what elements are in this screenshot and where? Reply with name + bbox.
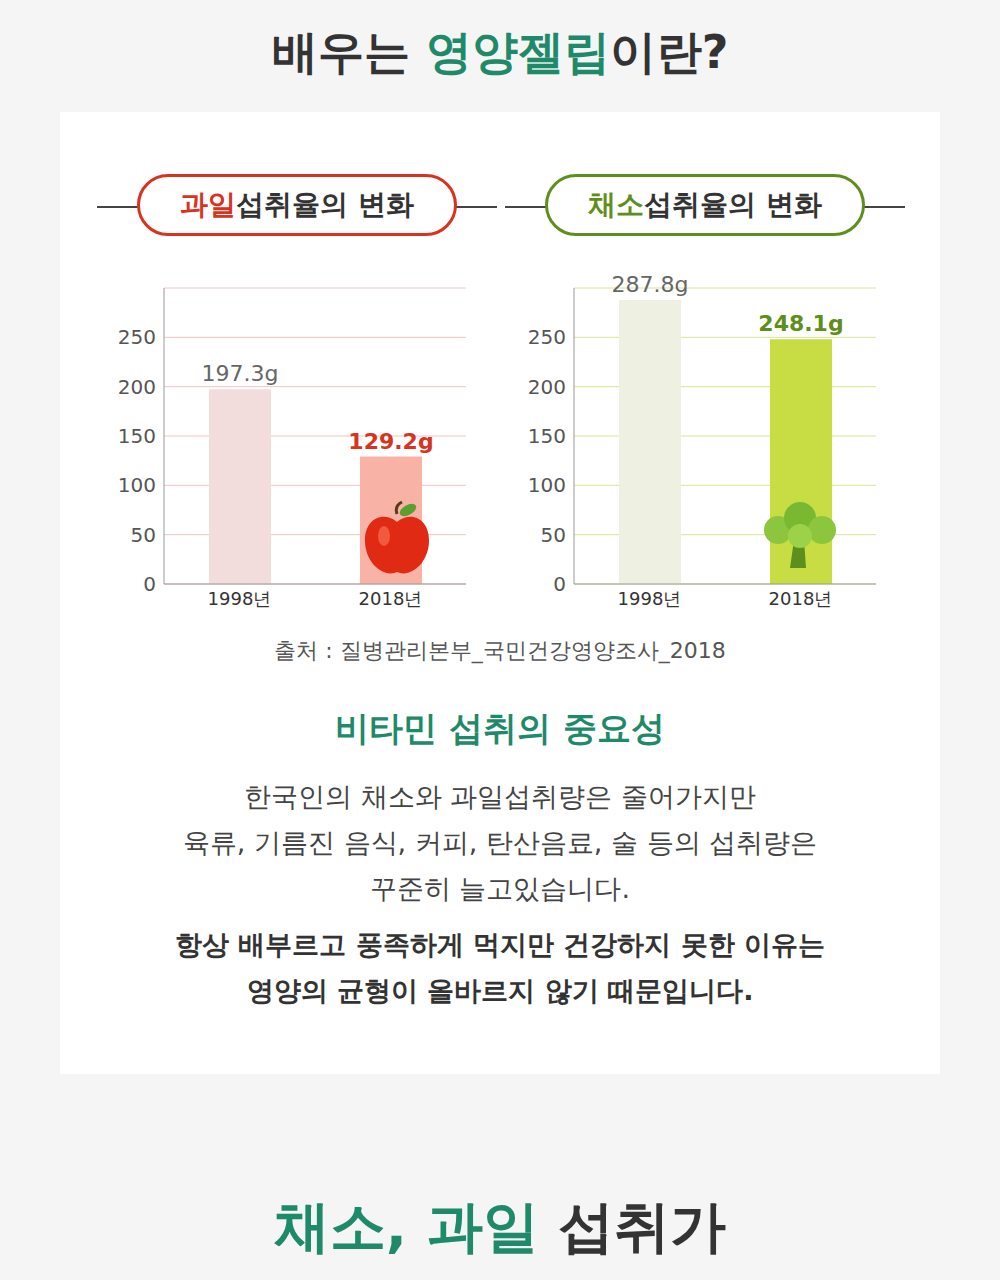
svg-text:200: 200 bbox=[528, 375, 566, 399]
html-text:한국인의 채소와 과일섭취량은 줄어가지만: 한국인의 채소와 과일섭취량은 줄어가지만 bbox=[244, 781, 756, 812]
svg-text:150: 150 bbox=[528, 424, 566, 448]
html-text:영양의 균형이 올바르지 않기 때문입니다.: 영양의 균형이 올바르지 않기 때문입니다. bbox=[246, 975, 754, 1006]
html-text:배우는영양젤립이란?: 배우는영양젤립이란? bbox=[271, 25, 729, 79]
html-text:채소, 과일섭취가: 채소, 과일섭취가 bbox=[273, 1194, 727, 1259]
svg-text:250: 250 bbox=[528, 325, 566, 349]
svg-text:100: 100 bbox=[528, 473, 566, 497]
svg-text:200: 200 bbox=[118, 375, 156, 399]
svg-text:287.8g: 287.8g bbox=[612, 272, 689, 297]
html-text:출처 : 질병관리본부_국민건강영양조사_2018: 출처 : 질병관리본부_국민건강영양조사_2018 bbox=[274, 638, 726, 663]
html-text:꾸준히 늘고있습니다.: 꾸준히 늘고있습니다. bbox=[369, 873, 631, 904]
html-text:비타민 섭취의 중요성: 비타민 섭취의 중요성 bbox=[335, 708, 665, 748]
svg-text:100: 100 bbox=[118, 473, 156, 497]
svg-text:248.1g: 248.1g bbox=[758, 311, 843, 336]
svg-text:2018년: 2018년 bbox=[359, 588, 423, 609]
svg-text:50: 50 bbox=[131, 523, 156, 547]
svg-text:50: 50 bbox=[541, 523, 566, 547]
svg-text:150: 150 bbox=[118, 424, 156, 448]
html-text:항상 배부르고 풍족하게 먹지만 건강하지 못한 이유는: 항상 배부르고 풍족하게 먹지만 건강하지 못한 이유는 bbox=[174, 929, 826, 960]
svg-text:2018년: 2018년 bbox=[769, 588, 833, 609]
svg-text:197.3g: 197.3g bbox=[202, 361, 279, 386]
svg-text:0: 0 bbox=[553, 572, 566, 596]
svg-text:1998년: 1998년 bbox=[618, 588, 682, 609]
html-text:육류, 기름진 음식, 커피, 탄산음료, 술 등의 섭취량: 육류, 기름진 음식, 커피, 탄산음료, 술 등의 섭취량은 bbox=[182, 827, 818, 858]
svg-text:0: 0 bbox=[143, 572, 156, 596]
svg-text:129.2g: 129.2g bbox=[348, 429, 433, 454]
svg-text:250: 250 bbox=[118, 325, 156, 349]
html-text:채소섭취율의 변화: 채소섭취율의 변화 bbox=[588, 188, 822, 221]
svg-text:1998년: 1998년 bbox=[208, 588, 272, 609]
html-text:과일섭취율의 변화: 과일섭취율의 변화 bbox=[180, 188, 414, 221]
